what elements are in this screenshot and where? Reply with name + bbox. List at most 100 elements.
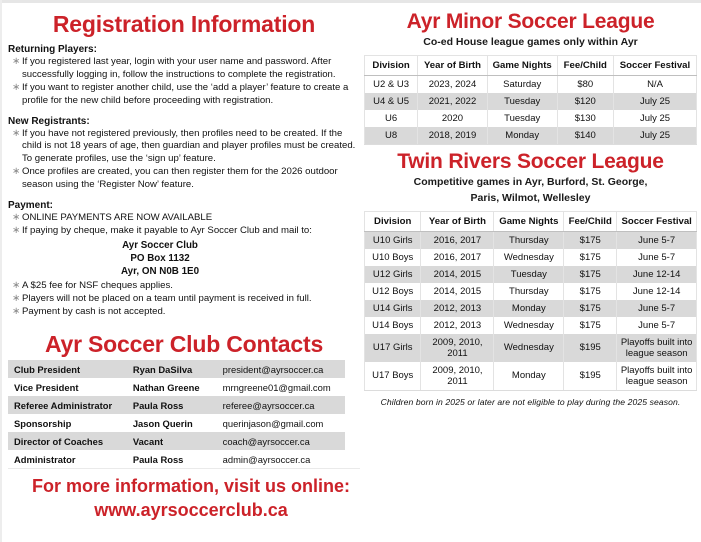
contact-name: Paula Ross — [126, 396, 217, 415]
list-item: If paying by cheque, make it payable to … — [8, 224, 360, 238]
table-row: U8 2018, 2019 Monday $140 July 25 — [363, 127, 698, 146]
table-row: U10 Girls 2016, 2017 Thursday $175 June … — [363, 231, 697, 249]
table-row: U12 Girls 2014, 2015 Tuesday $175 June 1… — [363, 265, 697, 283]
cell-fee: $175 — [563, 231, 618, 249]
list-item: If you registered last year, login with … — [8, 55, 360, 81]
list-item: A $25 fee for NSF cheques applies. — [8, 279, 360, 293]
twin-rivers-heading: Twin Rivers Soccer League — [397, 150, 664, 174]
payment-section: Payment: ONLINE PAYMENTS ARE NOW AVAILAB… — [8, 200, 360, 318]
column-header-fee: Fee/Child — [556, 55, 614, 77]
cell-year: 2012, 2013 — [420, 316, 495, 334]
contact-email[interactable]: admin@ayrsoccer.ca — [216, 450, 345, 470]
contact-name: Vacant — [126, 432, 217, 451]
cell-nights: Wednesday — [493, 333, 565, 362]
cell-nights: Tuesday — [493, 265, 565, 283]
contact-name: Nathan Greene — [132, 381, 200, 393]
cell-fee: $195 — [563, 361, 618, 391]
cell-division: U14 Boys — [363, 316, 422, 334]
cell-festival: June 12-14 — [616, 265, 697, 283]
table-row: U6 2020 Tuesday $130 July 25 — [363, 110, 698, 128]
column-header-year: Year of Birth — [417, 55, 488, 77]
left-edge-divider — [0, 0, 2, 542]
cell-division: U4 & U5 — [363, 93, 419, 111]
minor-league-heading: Ayr Minor Soccer League — [406, 10, 655, 33]
contact-name: Ryan DaSilva — [126, 360, 217, 379]
cell-year: 2018, 2019 — [417, 127, 488, 146]
payment-label: Payment: — [8, 200, 54, 212]
cell-nights: Monday — [493, 361, 565, 391]
contact-email[interactable]: coach@ayrsoccer.ca — [216, 432, 345, 451]
contact-role: Administrator — [8, 450, 127, 470]
registration-heading: Registration Information — [52, 11, 316, 37]
cell-division: U12 Boys — [363, 282, 422, 300]
table-row: Sponsorship Jason Querin querinjason@gma… — [8, 414, 345, 432]
returning-players-section: Returning Players: If you registered las… — [8, 44, 360, 107]
cell-fee: $175 — [563, 316, 618, 334]
contact-name: Paula Ross — [126, 450, 217, 470]
contact-email[interactable]: querinjason@gmail.com — [222, 417, 324, 429]
cell-year: 2021, 2022 — [417, 93, 488, 111]
cell-fee: $175 — [563, 299, 618, 317]
column-header-division: Division — [363, 210, 422, 232]
twin-rivers-subtitle-line-2: Paris, Wilmot, Wellesley — [470, 191, 591, 204]
cell-festival: June 5-7 — [616, 316, 697, 334]
list-item: Once profiles are created, you can then … — [8, 165, 360, 191]
cell-division: U2 & U3 — [363, 75, 419, 94]
cell-nights: Monday — [486, 127, 558, 146]
minor-league-table: Division Year of Birth Game Nights Fee/C… — [363, 55, 698, 146]
address-line-3: Ayr, ON N0B 1E0 — [120, 266, 200, 278]
table-row: U14 Girls 2012, 2013 Monday $175 June 5-… — [363, 299, 697, 317]
cell-festival: June 5-7 — [616, 248, 697, 266]
column-header-nights: Game Nights — [493, 210, 565, 232]
spacer — [8, 108, 360, 116]
column-header-year: Year of Birth — [420, 210, 495, 232]
cell-fee: $175 — [563, 248, 618, 266]
address-line-1: Ayr Soccer Club — [122, 239, 198, 251]
column-header-festival: Soccer Festival — [616, 210, 697, 232]
twin-rivers-table-head: Division Year of Birth Game Nights Fee/C… — [363, 210, 697, 232]
contact-email[interactable]: referee@ayrsoccer.ca — [216, 396, 345, 415]
table-header-row: Division Year of Birth Game Nights Fee/C… — [363, 55, 698, 77]
cell-division: U10 Girls — [363, 231, 422, 249]
cell-festival: July 25 — [612, 110, 698, 128]
top-divider — [0, 0, 701, 3]
column-header-fee: Fee/Child — [563, 210, 618, 232]
cell-nights: Tuesday — [486, 93, 558, 111]
table-row: U2 & U3 2023, 2024 Saturday $80 N/A — [363, 75, 698, 94]
twin-rivers-table: Division Year of Birth Game Nights Fee/C… — [363, 210, 697, 391]
cell-festival: Playoffs built into league season — [616, 361, 697, 391]
cell-fee: $195 — [563, 333, 618, 362]
address-line-2: PO Box 1132 — [130, 253, 190, 265]
cell-festival: June 5-7 — [616, 299, 697, 317]
cell-year: 2014, 2015 — [420, 282, 495, 300]
cell-year: 2009, 2010, 2011 — [420, 361, 495, 391]
contacts-heading: Ayr Soccer Club Contacts — [44, 330, 324, 357]
table-header-row: Division Year of Birth Game Nights Fee/C… — [363, 210, 697, 232]
table-row: Club President Ryan DaSilva president@ay… — [8, 360, 345, 379]
cell-nights: Wednesday — [493, 316, 565, 334]
cell-division: U14 Girls — [363, 299, 422, 317]
cell-fee: $175 — [563, 265, 618, 283]
contact-email[interactable]: president@ayrsoccer.ca — [216, 360, 345, 379]
website-link[interactable]: www.ayrsoccerclub.ca — [94, 500, 288, 521]
contact-email[interactable]: mrngreene01@gmail.com — [222, 381, 331, 393]
cell-division: U6 — [363, 110, 419, 128]
left-column: Registration Information Returning Playe… — [8, 6, 360, 470]
cell-year: 2009, 2010, 2011 — [420, 333, 495, 362]
payment-list-after: A $25 fee for NSF cheques applies. Playe… — [8, 279, 360, 319]
twin-rivers-subtitle-line-1: Competitive games in Ayr, Burford, St. G… — [413, 176, 648, 189]
table-row: U17 Girls 2009, 2010, 2011 Wednesday $19… — [363, 333, 697, 362]
footer-line-1: For more information, visit us online: — [31, 476, 351, 496]
mailing-address: Ayr Soccer Club PO Box 1132 Ayr, ON N0B … — [8, 239, 360, 279]
right-column: Ayr Minor Soccer League Co-ed House leag… — [363, 6, 698, 407]
table-row: U12 Boys 2014, 2015 Thursday $175 June 1… — [363, 282, 697, 300]
table-row: Director of Coaches Vacant coach@ayrsocc… — [8, 432, 345, 451]
cell-festival: June 5-7 — [616, 231, 697, 249]
cell-division: U17 Girls — [363, 333, 422, 362]
column-header-division: Division — [363, 55, 419, 77]
minor-league-subtitle: Co-ed House league games only within Ayr — [423, 36, 638, 49]
cell-division: U12 Girls — [363, 265, 422, 283]
spacer — [8, 319, 360, 327]
list-item: Payment by cash is not accepted. — [8, 305, 360, 319]
cell-fee: $130 — [556, 110, 614, 128]
